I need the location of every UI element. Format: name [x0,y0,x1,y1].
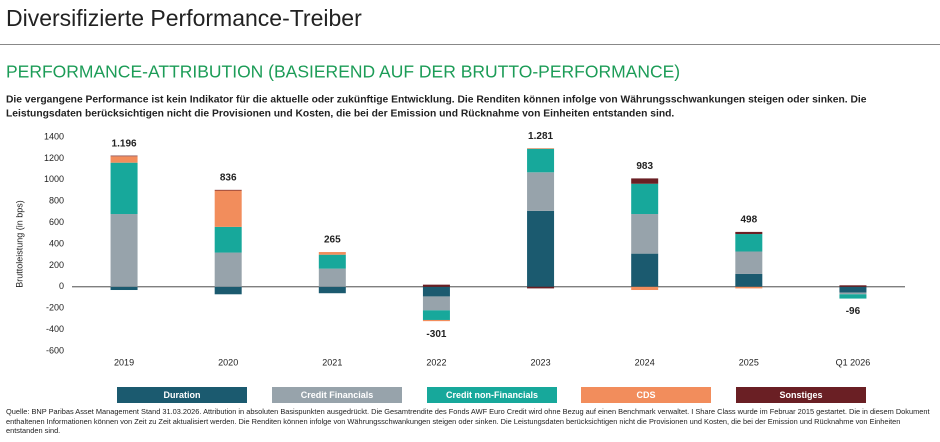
legend-swatch [272,387,402,403]
legend-label: Credit non-Financials [446,390,538,400]
y-tick-label: -400 [46,324,64,334]
bar-segment [839,286,867,293]
bar-segment [110,162,138,215]
bar-segment [735,286,763,289]
bar-segment [735,234,763,252]
bar-segment [422,310,450,320]
legend-swatch [736,387,866,403]
bar-segment [839,285,867,287]
bar-segment [214,189,242,191]
bar-segment [735,251,763,274]
x-tick-label: 2020 [218,357,238,367]
bar-segment [318,252,346,255]
bar-segment [839,294,867,299]
legend-label: Credit Financials [301,390,374,400]
y-tick-label: 1200 [44,153,64,163]
x-tick-label: Q1 2026 [836,357,871,367]
bar-segment [318,286,346,294]
x-tick-label: 2019 [114,357,134,367]
x-tick-label: 2023 [531,357,551,367]
legend-label: CDS [636,390,655,400]
bar-segment [318,268,346,287]
bar-segment [527,286,555,289]
bar-segment [631,286,659,291]
bar-segment [422,284,450,287]
total-label: 265 [324,235,341,246]
bar-segment [110,286,138,291]
y-tick-label: 1400 [44,131,64,141]
bar-segment [527,148,555,173]
legend-swatch [427,387,557,403]
y-axis-title: Bruttoleistung (in bps) [14,200,24,288]
bar-segment [631,253,659,287]
y-tick-label: -200 [46,303,64,313]
total-label: 1.281 [528,131,553,142]
bar-segment [214,190,242,227]
legend-label: Sonstiges [779,390,822,400]
bar-segment [527,172,555,211]
bar-segment [631,214,659,254]
bar-segment [110,214,138,287]
bar-segment [527,148,555,149]
x-tick-label: 2022 [426,357,446,367]
bar-segment [422,319,450,322]
bar-segment [110,156,138,163]
disclaimer: Die vergangene Performance ist kein Indi… [6,95,867,106]
total-label: -301 [426,329,446,340]
bar-segment [527,210,555,287]
total-label: 498 [740,215,757,226]
bar-segment [422,286,450,297]
bar-segment [110,155,138,157]
total-label: 1.196 [112,138,137,149]
bar-segment [422,296,450,311]
bar-segment [839,292,867,295]
y-tick-label: 200 [49,260,64,270]
total-label: 983 [636,161,653,172]
legend-swatch [117,387,247,403]
bar-segment [735,231,763,235]
disclaimer: Leistungsdaten berücksichtigen nicht die… [6,109,674,120]
section-title: PERFORMANCE-ATTRIBUTION (BASIEREND AUF D… [6,62,680,82]
legend-swatch [581,387,711,403]
x-tick-label: 2024 [635,357,655,367]
y-tick-label: -600 [46,345,64,355]
y-tick-label: 800 [49,196,64,206]
y-tick-label: 1000 [44,174,64,184]
bar-segment [631,178,659,184]
bar-segment [214,286,242,295]
page-title: Diversifizierte Performance-Treiber [6,5,362,31]
bar-segment [214,226,242,253]
legend-label: Duration [164,390,201,400]
bar-segment [318,254,346,269]
x-tick-label: 2025 [739,357,759,367]
total-label: -96 [846,306,861,317]
footnote: Quelle: BNP Paribas Asset Management Sta… [6,407,930,436]
x-tick-label: 2021 [322,357,342,367]
y-tick-label: 400 [49,238,64,248]
bar-segment [735,273,763,287]
y-tick-label: 0 [59,281,64,291]
bar-segment [631,183,659,215]
total-label: 836 [220,172,237,183]
y-tick-label: 600 [49,217,64,227]
chart: Diversifizierte Performance-Treiber PERF… [0,5,940,403]
bar-segment [214,252,242,287]
